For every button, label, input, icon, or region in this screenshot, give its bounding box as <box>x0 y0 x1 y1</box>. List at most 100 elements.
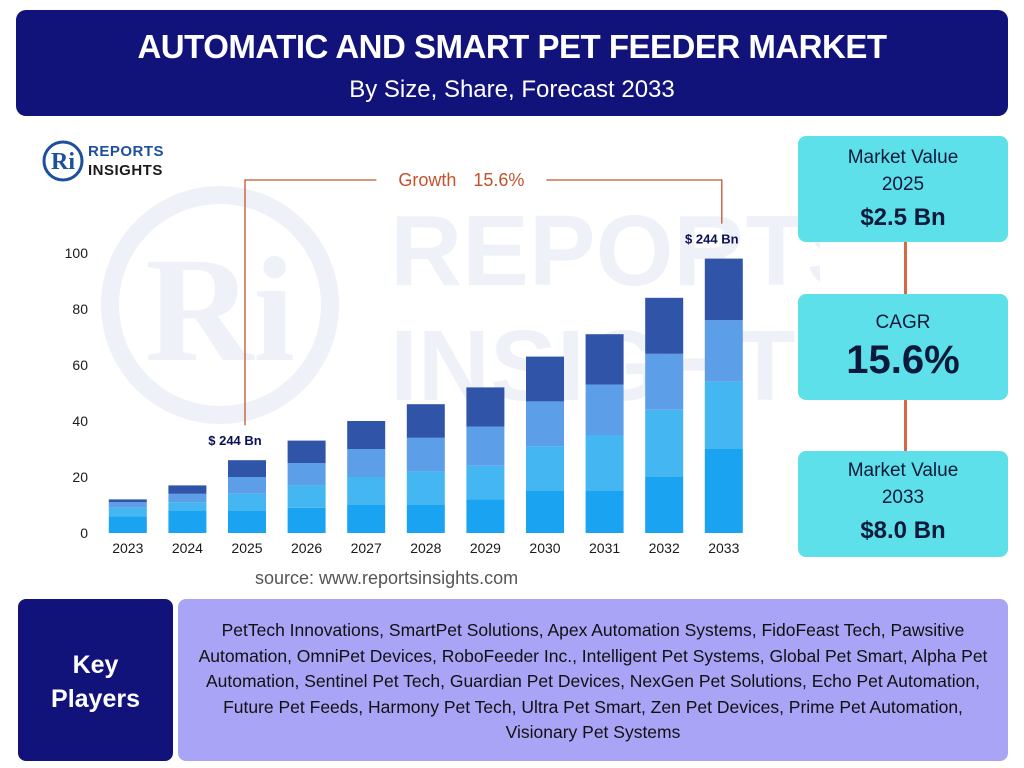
x-tick-label: 2027 <box>351 540 382 556</box>
bar-segment <box>347 421 386 449</box>
bar-segment <box>704 449 743 533</box>
stat-connector <box>904 242 907 294</box>
growth-label-value: 15.6% <box>473 170 524 190</box>
bar-segment <box>585 384 624 435</box>
bar-segment <box>406 471 445 505</box>
x-tick-label: 2031 <box>589 540 620 556</box>
y-tick-label: 0 <box>80 525 88 541</box>
bar-segment <box>406 404 445 438</box>
bar-segment <box>466 426 505 466</box>
growth-label: Growth 15.6% <box>398 170 524 190</box>
bar-value-annotation: $ 244 Bn <box>685 232 739 247</box>
bar-stack-2031 <box>585 334 624 533</box>
logo-text-reports: REPORTS <box>88 143 165 160</box>
bar-segment <box>526 491 564 533</box>
growth-annotation: Growth 15.6% <box>244 170 723 426</box>
bar-segment <box>228 510 266 533</box>
bar-segment <box>645 409 684 477</box>
key-players-label-line1: Key <box>72 651 119 679</box>
bar-segment <box>585 435 624 491</box>
bar-segment <box>108 507 147 517</box>
x-tick-label: 2024 <box>172 540 203 556</box>
bar-segment <box>526 356 564 402</box>
x-tick-label: 2029 <box>470 540 501 556</box>
market-value-2025-label: Market Value 2025 <box>798 144 1008 198</box>
logo-mark-letters: Ri <box>51 149 75 175</box>
bar-segment <box>228 460 266 477</box>
x-axis: 2023 2024 2025 2026 2027 2028 2029 2030 2031 2032… <box>112 540 739 556</box>
bar-segment <box>466 387 505 427</box>
growth-label-background <box>376 170 547 190</box>
bar-segment <box>347 449 386 477</box>
bar-segment <box>526 401 564 447</box>
bar-segment <box>287 485 326 508</box>
bar-stack-2025 <box>228 460 266 533</box>
x-tick-label: 2023 <box>112 540 143 556</box>
bar-segment <box>645 353 684 410</box>
y-tick-label: 100 <box>65 245 89 261</box>
logo-text-insights: INSIGHTS <box>88 162 163 179</box>
header-banner: AUTOMATIC AND SMART PET FEEDER MARKET By… <box>16 10 1008 116</box>
bar-segment <box>347 477 386 505</box>
bar-stack-2023 <box>108 499 147 533</box>
bar-segment <box>168 510 207 533</box>
page-subtitle: By Size, Share, Forecast 2033 <box>349 76 675 103</box>
bar-segment <box>466 499 505 533</box>
bar-value-annotation: $ 244 Bn <box>208 433 262 448</box>
bar-segment <box>108 516 147 533</box>
x-tick-label: 2025 <box>231 540 262 556</box>
cagr-label: CAGR <box>875 312 931 333</box>
x-tick-label: 2028 <box>410 540 441 556</box>
bar-segment <box>585 491 624 533</box>
key-players-list: PetTech Innovations, SmartPet Solutions,… <box>178 599 1008 761</box>
bar-segment <box>466 465 505 500</box>
page-title: AUTOMATIC AND SMART PET FEEDER MARKET <box>137 28 887 65</box>
bar-segment <box>645 477 684 533</box>
bar-segment <box>704 320 743 382</box>
bar-segment <box>108 499 147 503</box>
bar-segment <box>228 493 266 511</box>
bar-stack-2033 <box>704 258 743 533</box>
y-tick-label: 40 <box>72 413 88 429</box>
bar-segment <box>287 463 326 486</box>
market-value-2033-card: Market Value 2033 $8.0 Bn <box>798 451 1008 557</box>
bar-segment <box>704 258 743 321</box>
growth-label-word: Growth <box>398 170 456 190</box>
source-note: source: www.reportsinsights.com <box>255 568 519 588</box>
key-players-label: Key Players <box>18 599 173 761</box>
x-tick-label: 2032 <box>649 540 680 556</box>
bar-segment <box>168 502 207 511</box>
stat-connector <box>904 400 907 451</box>
bar-stack-2024 <box>168 485 207 533</box>
bar-stack-2030 <box>526 356 564 533</box>
y-tick-label: 20 <box>72 469 88 485</box>
bar-segment <box>287 507 326 533</box>
watermark-line1: REPORTS <box>390 195 820 307</box>
market-value-2025-card: Market Value 2025 $2.5 Bn <box>798 136 1008 242</box>
market-value-2025: $2.5 Bn <box>860 204 946 231</box>
watermark-letters: Ri <box>145 227 295 393</box>
bar-segment <box>168 485 207 494</box>
bar-segment <box>585 334 624 385</box>
bar-annotations: $ 244 Bn $ 244 Bn <box>208 232 738 449</box>
bar-segment <box>406 505 445 533</box>
y-tick-label: 80 <box>72 301 88 317</box>
x-tick-label: 2030 <box>529 540 560 556</box>
bar-stack-2029 <box>466 387 505 533</box>
y-tick-label: 60 <box>72 357 88 373</box>
market-value-2025-label-line2: 2025 <box>881 174 925 195</box>
bar-segment <box>526 446 564 491</box>
market-value-2033-label: Market Value 2033 <box>798 457 1008 511</box>
y-axis: 0 20 40 60 80 100 <box>65 245 89 541</box>
bar-stacks <box>108 258 743 533</box>
market-value-2025-label-line1: Market Value <box>847 147 959 168</box>
bar-stack-2026 <box>287 440 326 533</box>
market-value-2033-label-line2: 2033 <box>881 487 925 508</box>
bar-segment <box>406 437 445 472</box>
cagr-card: CAGR 15.6% <box>798 294 1008 400</box>
bar-segment <box>347 505 386 533</box>
x-tick-label: 2026 <box>291 540 322 556</box>
bar-stack-2027 <box>347 421 386 533</box>
key-players-label-line2: Players <box>51 685 140 713</box>
